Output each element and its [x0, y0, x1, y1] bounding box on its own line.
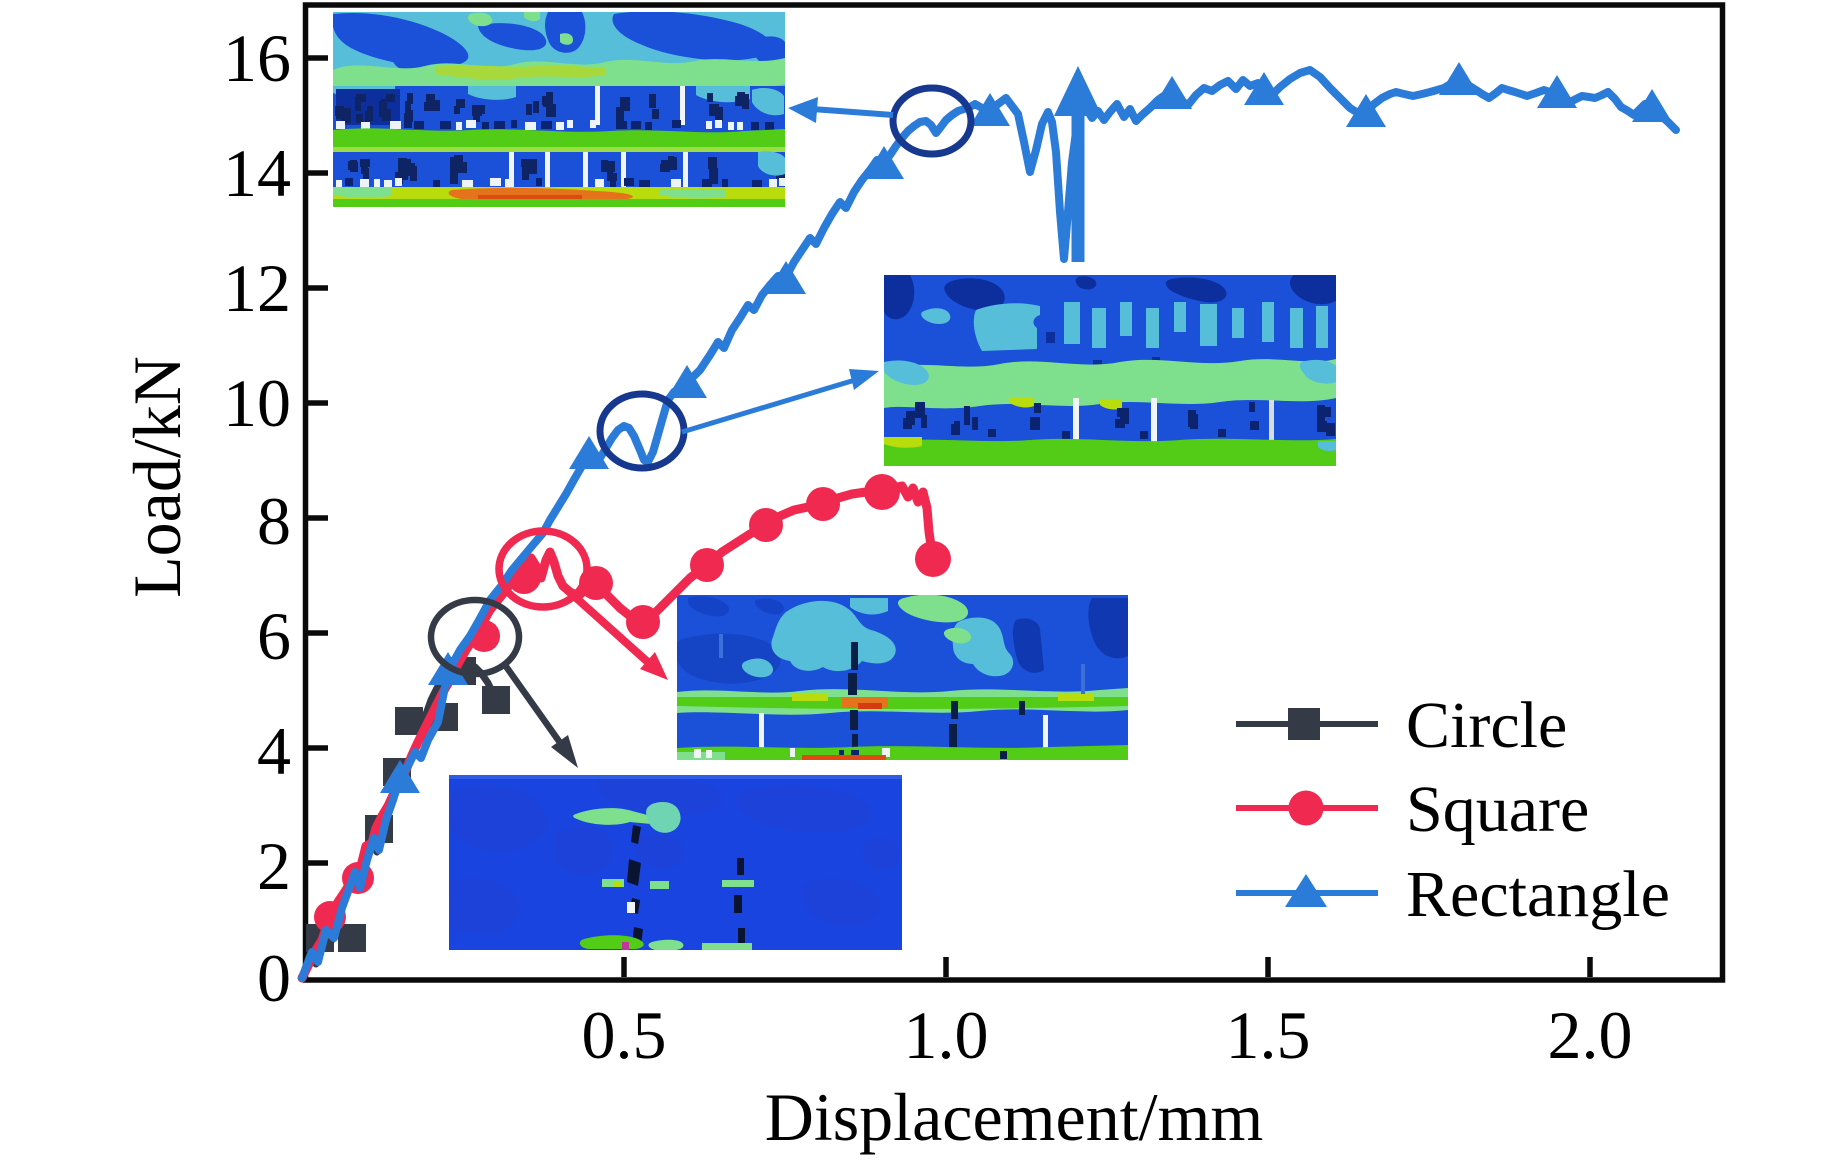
svg-text:1.5: 1.5 [1226, 997, 1311, 1073]
svg-text:2: 2 [257, 828, 291, 904]
svg-text:2.0: 2.0 [1548, 997, 1633, 1073]
svg-text:4: 4 [257, 713, 291, 789]
svg-text:1.0: 1.0 [904, 997, 989, 1073]
svg-text:10: 10 [223, 365, 291, 441]
svg-text:8: 8 [257, 483, 291, 559]
svg-text:12: 12 [223, 250, 291, 326]
svg-text:16: 16 [223, 20, 291, 96]
svg-text:0.5: 0.5 [582, 997, 667, 1073]
svg-text:Square: Square [1406, 773, 1589, 846]
svg-text:6: 6 [257, 598, 291, 674]
svg-text:Displacement/mm: Displacement/mm [765, 1079, 1264, 1155]
svg-text:Rectangle: Rectangle [1406, 858, 1670, 931]
svg-text:Circle: Circle [1406, 689, 1567, 762]
svg-text:Load/kN: Load/kN [119, 356, 195, 598]
svg-text:14: 14 [223, 135, 291, 211]
svg-text:0: 0 [257, 940, 291, 1016]
